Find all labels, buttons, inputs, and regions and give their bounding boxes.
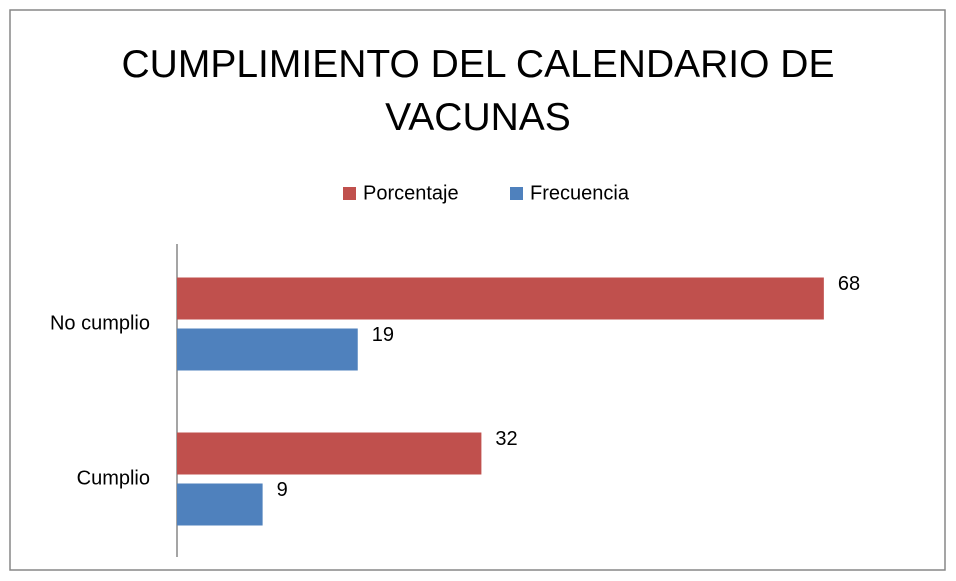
chart-title: CUMPLIMIENTO DEL CALENDARIO DE VACUNAS [121, 43, 835, 139]
data-label: 9 [277, 479, 288, 501]
bar [177, 432, 482, 475]
data-label: 19 [372, 324, 394, 346]
y-tick-label: Cumplio [77, 467, 150, 489]
legend-swatch [510, 187, 523, 200]
legend-label: Porcentaje [363, 182, 459, 204]
bar [177, 328, 358, 371]
bar [177, 483, 263, 526]
data-label: 68 [838, 273, 860, 295]
data-label: 32 [495, 428, 517, 450]
y-tick-label: No cumplio [50, 312, 150, 334]
legend-label: Frecuencia [530, 182, 630, 204]
legend-swatch [343, 187, 356, 200]
bar [177, 277, 824, 320]
